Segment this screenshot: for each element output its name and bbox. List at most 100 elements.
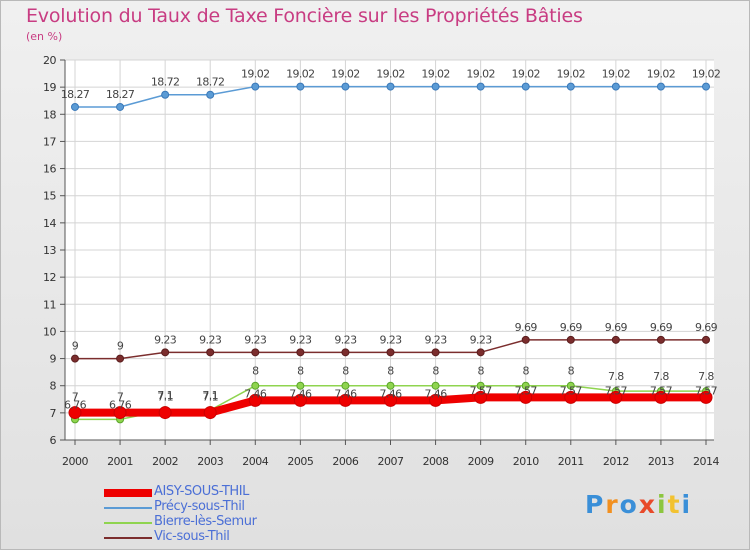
series-point-1 xyxy=(476,82,485,91)
y-tick-label: 20 xyxy=(43,54,56,67)
data-label: 7.57 xyxy=(605,384,628,397)
series-point-0 xyxy=(338,393,352,407)
data-label: 9.23 xyxy=(379,333,402,346)
data-label: 19.02 xyxy=(331,68,360,81)
series-point-2 xyxy=(341,381,350,390)
series-point-0 xyxy=(158,406,172,420)
y-tick-label: 12 xyxy=(43,271,56,284)
data-label: 9.23 xyxy=(334,333,357,346)
data-label: 8 xyxy=(387,365,394,378)
series-point-1 xyxy=(386,82,395,91)
y-tick-label: 14 xyxy=(43,217,56,230)
logo-letter: o xyxy=(619,490,639,519)
x-tick-label: 2009 xyxy=(468,455,494,468)
x-tick-label: 2003 xyxy=(197,455,223,468)
series-point-1 xyxy=(161,90,170,99)
series-point-0 xyxy=(519,390,533,404)
x-tick-label: 2004 xyxy=(242,455,268,468)
data-label: 19.02 xyxy=(286,68,315,81)
data-label: 7.46 xyxy=(289,387,312,400)
series-point-2 xyxy=(296,381,305,390)
data-label: 6.76 xyxy=(64,398,87,411)
data-label: 7.57 xyxy=(470,384,493,397)
y-tick-label: 8 xyxy=(50,380,57,393)
series-point-1 xyxy=(566,82,575,91)
series-point-3 xyxy=(656,335,665,344)
legend-label-3: Vic-sous-Thil xyxy=(154,529,230,544)
series-point-3 xyxy=(611,335,620,344)
x-tick-label: 2001 xyxy=(107,455,133,468)
legend-label-0: AISY-SOUS-THIL xyxy=(154,484,250,499)
data-label: 8 xyxy=(342,365,349,378)
data-label-extra: 7 xyxy=(72,391,79,404)
data-label: 9.69 xyxy=(560,321,583,334)
data-label: 7.57 xyxy=(650,384,673,397)
data-label: 8 xyxy=(568,365,575,378)
series-point-0 xyxy=(429,393,443,407)
x-tick-label: 2010 xyxy=(513,455,539,468)
series-point-3 xyxy=(71,354,79,363)
data-label: 19.02 xyxy=(421,68,450,81)
data-label-extra: 7 xyxy=(117,391,124,404)
series-point-1 xyxy=(431,82,440,91)
series-point-3 xyxy=(521,335,530,344)
series-point-0 xyxy=(654,390,668,404)
series-point-3 xyxy=(702,335,710,344)
series-point-3 xyxy=(431,348,440,357)
data-label: 7.46 xyxy=(379,387,402,400)
data-label: 9.69 xyxy=(605,321,628,334)
series-point-3 xyxy=(251,348,260,357)
series-point-2 xyxy=(566,381,575,390)
series-point-1 xyxy=(656,82,665,91)
y-tick-label: 13 xyxy=(43,244,56,257)
series-point-3 xyxy=(161,348,170,357)
x-tick-label: 2005 xyxy=(287,455,313,468)
data-label: 8 xyxy=(297,365,304,378)
series-point-0 xyxy=(293,393,307,407)
data-label: 9.23 xyxy=(244,333,267,346)
data-label: 7.46 xyxy=(244,387,267,400)
data-label: 9.23 xyxy=(425,333,448,346)
x-tick-label: 2007 xyxy=(378,455,404,468)
data-label: 7.1 xyxy=(202,389,218,402)
series-point-1 xyxy=(521,82,530,91)
data-label: 7.8 xyxy=(653,370,669,383)
data-label: 9 xyxy=(117,340,124,353)
series-point-0 xyxy=(699,390,713,404)
series-point-0 xyxy=(384,393,397,407)
proxiti-logo: Proxiti xyxy=(585,490,692,519)
data-label: 9.23 xyxy=(199,333,222,346)
data-label: 7.1 xyxy=(157,389,173,402)
logo-letter: x xyxy=(638,490,657,519)
series-point-3 xyxy=(341,348,350,357)
series-point-0 xyxy=(474,390,488,404)
series-point-0 xyxy=(68,406,82,420)
data-label: 8 xyxy=(432,365,439,378)
data-label: 7.57 xyxy=(560,384,583,397)
series-point-1 xyxy=(296,82,305,91)
y-tick-label: 16 xyxy=(43,163,56,176)
data-label: 19.02 xyxy=(647,68,676,81)
x-tick-label: 2012 xyxy=(603,455,629,468)
data-label: 7.57 xyxy=(695,384,718,397)
y-tick-label: 19 xyxy=(43,81,56,94)
series-point-3 xyxy=(476,348,485,357)
data-label: 8 xyxy=(477,365,484,378)
series-point-0 xyxy=(113,406,127,420)
series-point-2 xyxy=(431,381,440,390)
data-label: 8 xyxy=(252,365,259,378)
logo-letter: t xyxy=(667,490,682,519)
data-label: 9 xyxy=(72,340,79,353)
data-label: 9.69 xyxy=(695,321,718,334)
series-point-3 xyxy=(206,348,215,357)
x-tick-label: 2000 xyxy=(62,455,88,468)
y-tick-label: 10 xyxy=(43,325,56,338)
data-label: 19.02 xyxy=(376,68,405,81)
series-point-2 xyxy=(386,381,395,390)
data-label: 9.23 xyxy=(470,333,493,346)
series-point-1 xyxy=(251,82,260,91)
series-point-1 xyxy=(702,82,710,91)
series-point-2 xyxy=(521,381,530,390)
data-label: 18.27 xyxy=(106,88,135,101)
data-label: 19.02 xyxy=(602,68,631,81)
